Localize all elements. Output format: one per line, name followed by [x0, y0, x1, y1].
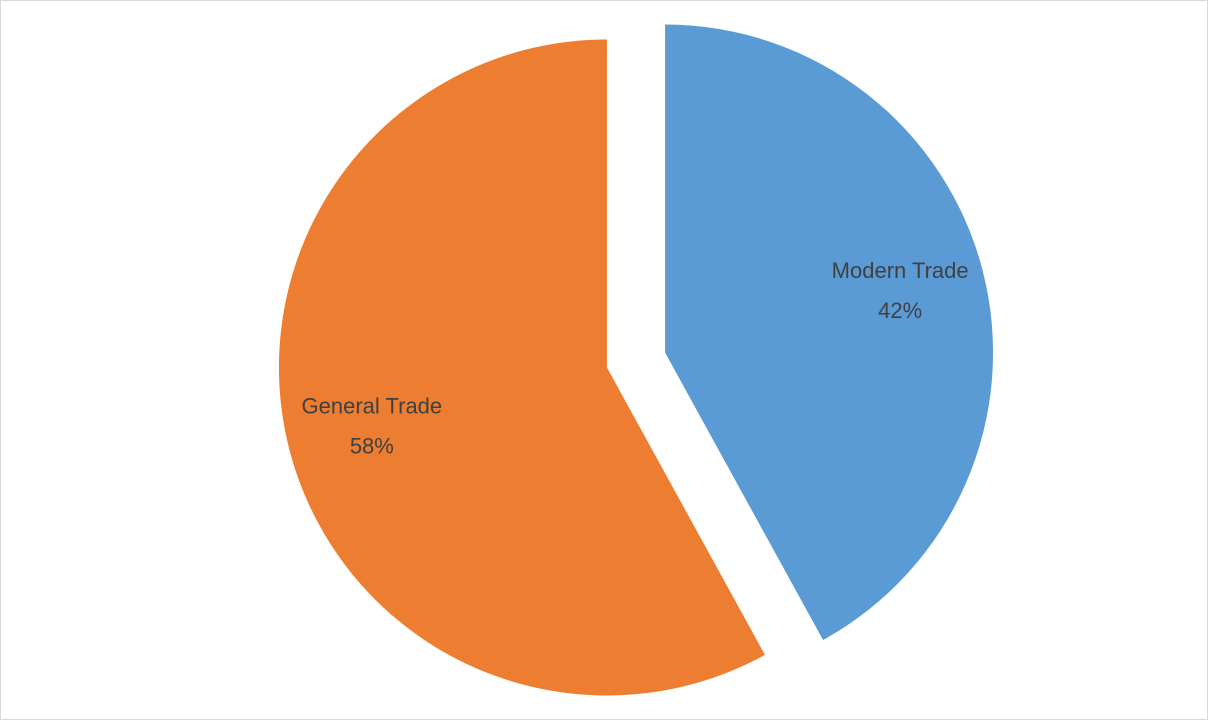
slice-label: Modern Trade [832, 258, 969, 283]
pie-slice [278, 39, 765, 696]
pie-slice [665, 24, 994, 640]
slice-value-label: 58% [350, 434, 394, 459]
slice-label: General Trade [302, 394, 443, 419]
slice-value-label: 42% [878, 298, 922, 323]
